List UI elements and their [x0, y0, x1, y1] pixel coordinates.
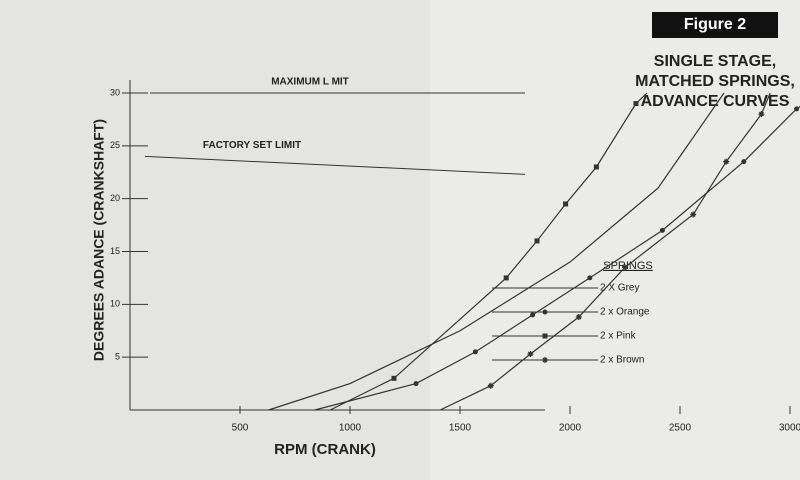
- x-tick-label: 2500: [669, 423, 692, 434]
- marker: [758, 111, 765, 118]
- marker: [542, 357, 548, 363]
- marker: [487, 382, 494, 389]
- reference-line: [144, 155, 526, 175]
- legend-label: 2 X Grey: [600, 283, 639, 294]
- marker: [690, 211, 697, 218]
- marker: [741, 159, 747, 165]
- marker: [472, 349, 478, 355]
- x-tick-label: 500: [232, 423, 249, 434]
- y-tick-label: 5: [115, 352, 120, 362]
- legend-label: 2 x Brown: [600, 355, 644, 366]
- figure-box: [652, 12, 778, 38]
- marker: [622, 264, 628, 271]
- marker: [575, 314, 582, 321]
- series-line: [329, 92, 648, 411]
- marker: [633, 101, 639, 107]
- marker: [542, 309, 548, 315]
- marker: [542, 333, 548, 339]
- marker: [527, 350, 534, 357]
- x-tick-label: 1500: [449, 423, 472, 434]
- x-tick-label: 2000: [559, 423, 582, 434]
- chart-title: SINGLE STAGE,: [654, 53, 776, 70]
- marker: [391, 375, 397, 381]
- marker: [593, 164, 599, 170]
- y-tick-label: 10: [110, 299, 120, 309]
- marker: [587, 275, 593, 281]
- chart-title: ADVANCE CURVES: [641, 93, 790, 110]
- paper-right: [430, 0, 800, 480]
- legend-title: SPRINGS: [603, 260, 653, 272]
- y-tick-label: 15: [110, 246, 120, 256]
- x-axis-title: RPM (CRANK): [274, 441, 376, 458]
- x-tick-label: 1000: [339, 423, 362, 434]
- figure-label: Figure 2: [684, 16, 746, 33]
- legend-label: 2 x Pink: [600, 331, 637, 342]
- marker: [413, 381, 419, 387]
- chart-title: MATCHED SPRINGS,: [635, 73, 795, 90]
- marker: [503, 275, 509, 281]
- x-tick-label: 3000: [779, 423, 800, 434]
- y-axis-title: DEGREES ADANCE (CRANKSHAFT): [91, 119, 107, 361]
- y-tick-label: 25: [110, 140, 120, 150]
- y-tick-label: 30: [110, 87, 120, 97]
- y-tick-label: 20: [110, 193, 120, 203]
- marker: [723, 158, 730, 165]
- reference-label: MAXIMUM L MIT: [271, 77, 349, 88]
- marker: [534, 238, 540, 244]
- series-line: [268, 92, 725, 411]
- marker: [659, 227, 665, 233]
- marker: [530, 312, 536, 318]
- reference-label: FACTORY SET LIMIT: [203, 140, 301, 151]
- legend-label: 2 x Orange: [600, 307, 650, 318]
- marker: [563, 201, 569, 207]
- marker: [794, 106, 800, 112]
